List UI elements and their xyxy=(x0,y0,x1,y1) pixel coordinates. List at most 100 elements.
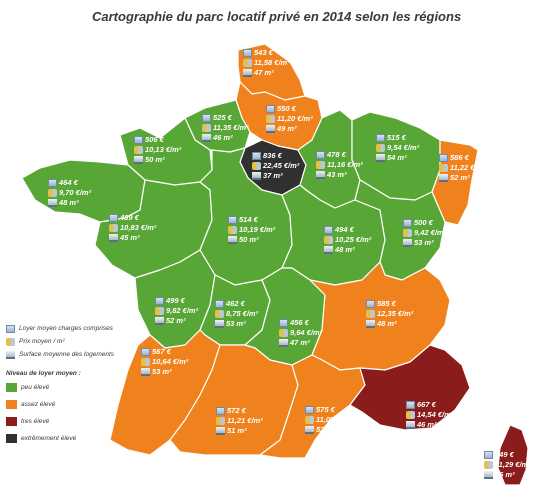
legend-surface: Surface moyenne des logements xyxy=(6,348,114,361)
house-icon xyxy=(324,226,333,234)
area-icon xyxy=(279,339,288,347)
legend-cat-extremement-eleve: extrêmement élevé xyxy=(6,430,114,447)
area-icon xyxy=(324,246,333,254)
area-icon xyxy=(109,234,118,242)
legend-loyer: Loyer moyen charges comprises xyxy=(6,322,114,335)
area-icon xyxy=(403,239,412,247)
house-icon xyxy=(216,407,225,415)
coins-icon xyxy=(376,144,385,152)
area-icon xyxy=(316,171,325,179)
region-label-rhone-alpes: 585 € 12,35 €/m² 48 m² xyxy=(366,299,413,329)
house-icon xyxy=(155,297,164,305)
swatch-green xyxy=(6,383,17,392)
legend-niveau-title: Niveau de loyer moyen : xyxy=(6,369,81,377)
coins-icon xyxy=(155,307,164,315)
area-icon xyxy=(228,236,237,244)
region-label-lorraine: 515 € 9,54 €/m² 54 m² xyxy=(376,133,419,163)
area-icon xyxy=(252,172,261,180)
area-icon xyxy=(484,471,493,479)
region-label-franche-comte: 500 € 9,42 €/m² 53 m² xyxy=(403,218,446,248)
coins-icon xyxy=(243,59,252,67)
coins-icon xyxy=(215,310,224,318)
house-icon xyxy=(366,300,375,308)
coins-icon xyxy=(216,417,225,425)
coins-icon xyxy=(6,337,15,346)
area-icon xyxy=(155,317,164,325)
house-icon xyxy=(243,49,252,57)
region-label-haute-normandie: 525 € 11,35 €/m² 46 m² xyxy=(202,113,249,143)
house-icon xyxy=(141,348,150,356)
house-icon xyxy=(48,179,57,187)
house-icon xyxy=(406,401,415,409)
region-label-picardie: 550 € 11,20 €/m² 49 m² xyxy=(266,104,313,134)
coins-icon xyxy=(279,329,288,337)
coins-icon xyxy=(316,161,325,169)
house-icon xyxy=(403,219,412,227)
region-paca xyxy=(349,344,471,431)
area-icon xyxy=(243,69,252,77)
coins-icon xyxy=(109,224,118,232)
coins-icon xyxy=(403,229,412,237)
region-corse xyxy=(497,424,529,485)
house-icon xyxy=(316,151,325,159)
legend-cat-assez-eleve: assez élevé xyxy=(6,396,114,413)
area-icon xyxy=(439,174,448,182)
coins-icon xyxy=(439,164,448,172)
coins-icon xyxy=(202,124,211,132)
region-label-limousin: 462 € 8,75 €/m² 53 m² xyxy=(215,299,258,329)
house-icon xyxy=(202,114,211,122)
coins-icon xyxy=(141,358,150,366)
region-label-basse-normandie: 506 € 10,13 €/m² 50 m² xyxy=(134,135,181,165)
area-icon xyxy=(141,368,150,376)
house-icon xyxy=(266,105,275,113)
area-icon xyxy=(406,421,415,429)
area-icon xyxy=(134,156,143,164)
coins-icon xyxy=(305,416,314,424)
area-icon xyxy=(366,320,375,328)
region-label-midi-pyrenees: 572 € 11,21 €/m² 51 m² xyxy=(216,406,263,436)
house-icon xyxy=(228,216,237,224)
map-title: Cartographie du parc locatif privé en 20… xyxy=(92,9,462,24)
coins-icon xyxy=(134,146,143,154)
area-icon xyxy=(305,426,314,434)
region-label-centre: 514 € 10,19 €/m² 50 m² xyxy=(228,215,275,245)
area-icon xyxy=(266,125,275,133)
region-label-corse: 749 € 11,29 €/m² 66 m² xyxy=(484,450,531,480)
house-icon xyxy=(376,134,385,142)
map-legend: Loyer moyen charges comprises Prix moyen… xyxy=(6,322,114,447)
region-label-paca: 667 € 14,54 €/m² 46 m² xyxy=(406,400,453,430)
region-label-bretagne: 464 € 9,70 €/m² 48 m² xyxy=(48,178,91,208)
region-franche-comte xyxy=(354,179,446,281)
legend-prix: Prix moyen / m² xyxy=(6,335,114,348)
region-label-bourgogne: 494 € 10,25 €/m² 48 m² xyxy=(324,225,371,255)
legend-cat-peu-eleve: peu élevé xyxy=(6,379,114,396)
swatch-red xyxy=(6,417,17,426)
coins-icon xyxy=(366,310,375,318)
house-icon xyxy=(134,136,143,144)
coins-icon xyxy=(266,115,275,123)
area-icon xyxy=(202,134,211,142)
region-label-ile-de-france: 836 € 22,45 €/m² 37 m² xyxy=(252,151,299,181)
area-icon xyxy=(48,199,57,207)
region-label-nord-pas-de-calais: 543 € 11,58 €/m² 47 m² xyxy=(243,48,290,78)
coins-icon xyxy=(48,189,57,197)
coins-icon xyxy=(484,461,493,469)
area-icon xyxy=(216,427,225,435)
region-label-pays-de-la-loire: 489 € 10,83 €/m² 45 m² xyxy=(109,213,156,243)
house-icon xyxy=(6,324,15,333)
area-icon xyxy=(215,320,224,328)
house-icon xyxy=(109,214,118,222)
house-icon xyxy=(484,451,493,459)
legend-cat-tres-eleve: tres élevé xyxy=(6,413,114,430)
house-icon xyxy=(305,406,314,414)
region-label-alsace: 586 € 11,22 €/m² 52 m² xyxy=(439,153,486,183)
house-icon xyxy=(279,319,288,327)
region-label-auvergne: 456 € 9,64 €/m² 47 m² xyxy=(279,318,322,348)
region-label-languedoc-roussillon: 575 € 11,07 €/m² 52 m² xyxy=(305,405,352,435)
region-label-poitou-charentes: 499 € 9,82 €/m² 52 m² xyxy=(155,296,198,326)
coins-icon xyxy=(228,226,237,234)
swatch-orange xyxy=(6,400,17,409)
house-icon xyxy=(215,300,224,308)
area-icon xyxy=(376,154,385,162)
swatch-black xyxy=(6,434,17,443)
